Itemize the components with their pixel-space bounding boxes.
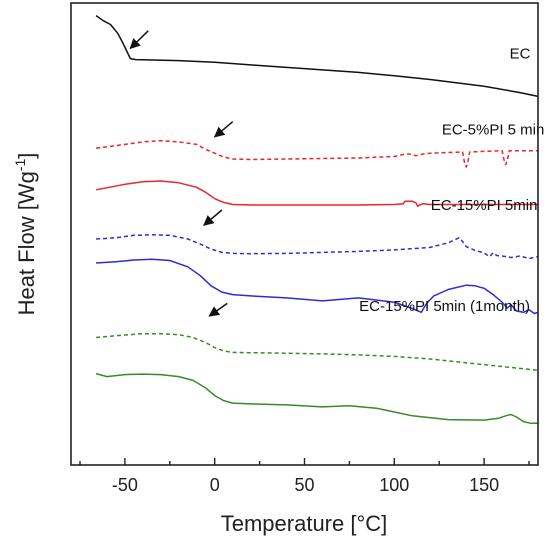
x-tick-label-4: 150 [469,475,499,495]
x-tick-label-3: 100 [379,475,409,495]
transition-arrow-1 [213,121,234,138]
curve-labels: EC EC-5%PI 5 min EC-15%PI 5min EC-15%PI 5mi… [359,46,544,316]
curve-label-2: EC-15%PI 5min [431,197,538,214]
series-line-2-solid [95,180,538,207]
transition-arrow-0 [129,30,149,50]
glass-transition-arrows [129,30,234,317]
transition-arrow-2 [203,209,223,226]
curve-label-1: EC-5%PI 5 min [442,121,545,138]
y-axis-title-superscript: -1 [12,158,28,171]
plot-frame [70,2,539,466]
series-line-0-solid [95,14,539,98]
x-tick-label-1: 0 [210,475,220,495]
x-axis-title: Temperature [°C] [221,511,388,536]
curve-label-3: EC-15%PI 5min (1month) [359,298,530,315]
y-axis-title: Heat Flow [Wg-1] [12,153,39,316]
x-tick-label-0: -50 [112,475,138,495]
series-layer [95,14,539,425]
x-axis-ticks: -50 0 50 100 150 [79,458,530,495]
x-tick-label-2: 50 [294,475,314,495]
series-line-5-dashed [96,332,539,372]
series-line-3-dashed [96,234,539,260]
transition-arrow-3 [208,302,228,317]
y-axis-title-close: ] [14,153,39,159]
series-line-6-solid [95,372,538,425]
y-axis-title-main: Heat Flow [Wg [14,171,39,315]
curve-label-0: EC [510,46,531,63]
series-line-4-solid [96,258,539,315]
series-line-1-dashed [96,139,538,168]
